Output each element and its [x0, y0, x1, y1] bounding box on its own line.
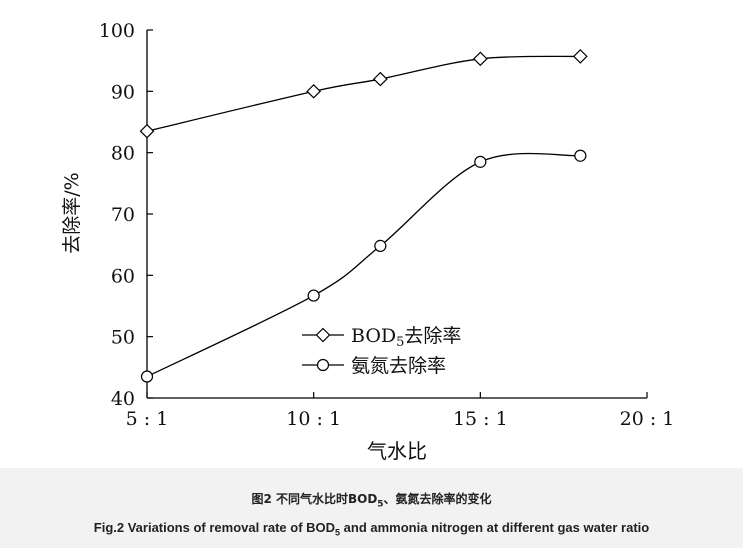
y-tick-label: 80	[111, 143, 135, 165]
diamond-marker	[139, 123, 155, 139]
removal-rate-chart: 40 50 60 70 80 90 100 5 : 1 10 : 1 15 : 1 20 : 1 B…	[61, 20, 675, 463]
legend-diamond-marker	[315, 327, 331, 343]
series-layer	[139, 49, 588, 383]
circle-marker	[474, 155, 487, 168]
caption-zh-text: 图2 不同气水比时BOD	[251, 492, 378, 506]
x-tick-label: 20 : 1	[620, 408, 675, 430]
x-tick-label: 15 : 1	[453, 408, 508, 430]
x-axis-label: 气水比	[367, 439, 427, 463]
circle-marker	[374, 239, 387, 252]
circle-marker	[574, 149, 587, 162]
legend-circle-marker	[316, 358, 330, 372]
y-tick-label: 60	[111, 265, 135, 287]
series-bod5	[139, 49, 588, 139]
diamond-marker	[572, 49, 588, 64]
caption-zh-text-tail: 、氨氮去除率的变化	[383, 492, 492, 506]
circle-marker	[307, 289, 320, 302]
y-tick-label: 70	[111, 204, 135, 226]
caption-chinese: 图2 不同气水比时BOD5、氨氮去除率的变化	[0, 490, 743, 509]
legend-label: BOD5去除率	[351, 325, 461, 350]
diamond-marker	[306, 83, 322, 99]
x-tick-label: 10 : 1	[286, 408, 341, 430]
caption-zh-subscript: 5	[377, 499, 384, 510]
legend-label: 氨氮去除率	[351, 355, 446, 377]
y-axis-label: 去除率/%	[61, 172, 83, 253]
y-tick-label: 50	[111, 327, 135, 349]
diamond-marker	[372, 71, 388, 87]
caption-en-text-tail: and ammonia nitrogen at different gas wa…	[340, 520, 650, 535]
x-tick-label: 5 : 1	[126, 408, 169, 430]
y-tick-label: 90	[111, 81, 135, 103]
y-tick-label: 100	[99, 20, 135, 42]
y-tick-label: 40	[111, 388, 135, 410]
series-ammonia-nitrogen	[140, 149, 587, 383]
caption-english: Fig.2 Variations of removal rate of BOD5…	[0, 520, 743, 538]
series-line	[146, 55, 581, 132]
caption-en-subscript: 5	[335, 527, 341, 538]
figure-caption: 图2 不同气水比时BOD5、氨氮去除率的变化 Fig.2 Variations …	[0, 468, 743, 548]
circle-marker	[140, 370, 154, 383]
caption-en-text: Fig.2 Variations of removal rate of BOD	[93, 520, 336, 535]
axis-ticks: 40 50 60 70 80 90 100 5 : 1 10 : 1 15 : 1 20 : 1	[99, 20, 675, 430]
diamond-marker	[472, 51, 488, 67]
